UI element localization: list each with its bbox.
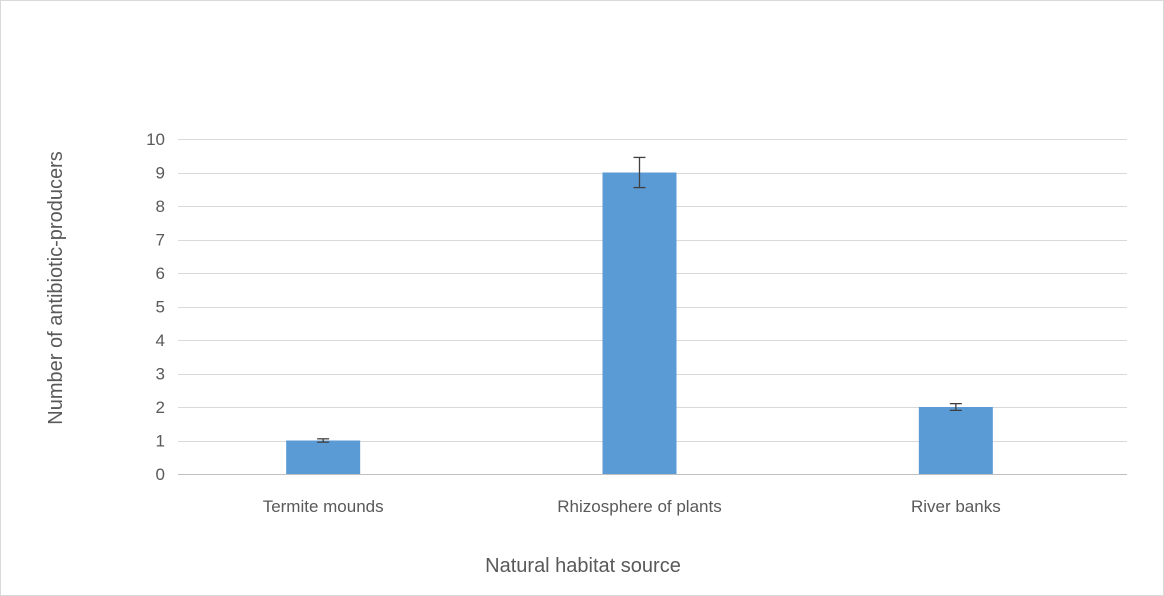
y-tick-labels: 0 1 2 3 4 5 6 7 8 9 10 (146, 130, 165, 484)
error-bar (317, 438, 330, 443)
bar (286, 440, 361, 474)
y-axis-title: Number of antibiotic-producers (45, 151, 67, 424)
bars (286, 172, 993, 474)
y-tick-label: 10 (146, 130, 165, 149)
y-tick-label: 7 (156, 231, 165, 250)
x-axis-title: Natural habitat source (485, 555, 681, 577)
x-tick-label: River banks (911, 497, 1001, 516)
y-tick-label: 0 (156, 465, 165, 484)
y-tick-label: 9 (156, 164, 165, 183)
y-tick-label: 2 (156, 398, 165, 417)
error-bar (633, 156, 646, 189)
x-tick-label: Rhizosphere of plants (557, 497, 721, 516)
bar (602, 172, 677, 474)
y-tick-label: 8 (156, 197, 165, 216)
error-bar (949, 402, 962, 412)
y-tick-label: 5 (156, 298, 165, 317)
x-tick-labels: Termite mounds Rhizosphere of plants River… (263, 497, 1001, 516)
bar (918, 407, 993, 474)
y-tick-label: 1 (156, 432, 165, 451)
y-tick-label: 4 (156, 331, 165, 350)
x-tick-label: Termite mounds (263, 497, 384, 516)
error-bars (317, 156, 962, 443)
y-tick-label: 6 (156, 264, 165, 283)
y-tick-label: 3 (156, 365, 165, 384)
